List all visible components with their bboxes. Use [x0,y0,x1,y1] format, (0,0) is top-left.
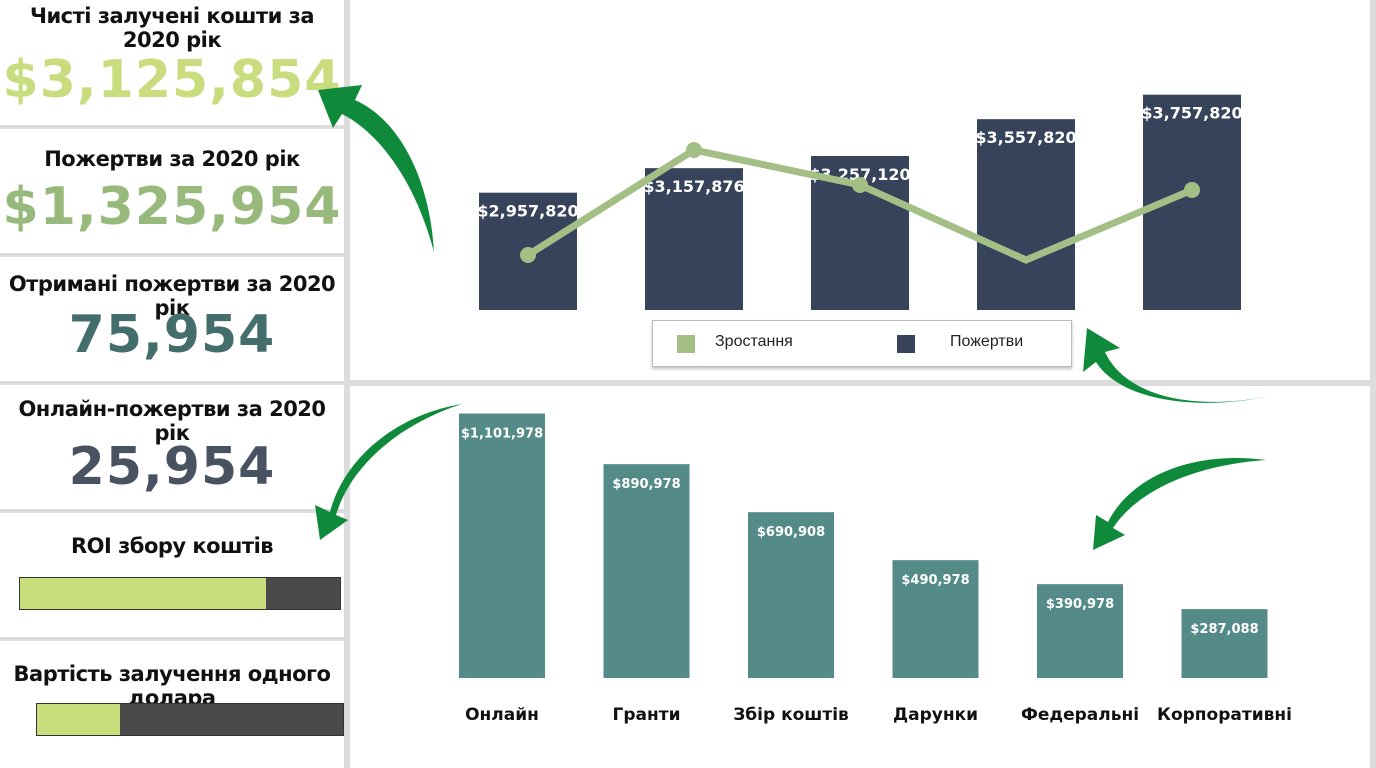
cost-progress-bar [36,703,344,736]
category-label: Онлайн [465,705,539,725]
legend-label-growth: Зростання [715,333,793,350]
kpi-label: Отримані пожертви за 2020 рік [8,272,336,320]
top-chart-legend: Зростання Пожертви [652,320,1072,367]
cost-progress-fill [37,704,120,735]
bar-value-label: $287,088 [1190,622,1258,637]
category-label: Корпоративні [1157,705,1292,725]
bar-value-label: $1,101,978 [461,427,543,442]
legend-swatch-donations [897,335,915,353]
bar-source [1181,609,1268,678]
kpi-panel-donations: Пожертви за 2020 рік $1,325,954 [0,129,344,253]
kpi-panel-online: Онлайн-пожертви за 2020 рік 25,954 [0,385,344,509]
bar-value-label: $3,157,876 [643,177,744,196]
kpi-value: 25,954 [68,437,276,497]
kpi-panel-cost: Вартість залучення одного долара [0,641,344,768]
legend-swatch-growth [677,335,695,353]
bar-value-label: $890,978 [612,477,680,492]
growth-point [1184,182,1200,198]
bar-value-label: $690,908 [757,525,825,540]
bar-source [1037,584,1123,678]
kpi-label: ROI збору коштів [70,534,274,558]
kpi-panel-net-funds: Чисті залучені кошти за 2020 рік $3,125,… [0,0,344,125]
category-label: Дарунки [893,705,978,725]
bar-value-label: $490,978 [901,573,969,588]
bar-value-label: $390,978 [1046,597,1114,612]
category-label: Гранти [613,705,681,725]
kpi-panel-received: Отримані пожертви за 2020 рік 75,954 [0,257,344,381]
bar-source [459,413,545,678]
kpi-panel-roi: ROI збору коштів [0,513,344,637]
category-label: Федеральні [1021,705,1139,725]
bar-source [892,560,979,678]
bar-value-label: $3,757,820 [1141,104,1242,123]
bar-source [603,464,690,678]
growth-point [686,142,702,158]
bar-value-label: $2,957,820 [477,202,578,221]
roi-progress-fill [20,578,267,609]
legend-label-donations: Пожертви [950,333,1024,350]
growth-point [852,177,868,193]
bar-source [748,512,834,678]
kpi-label: Чисті залучені кошти за 2020 рік [30,4,315,52]
kpi-value: $3,125,854 [2,50,342,110]
kpi-label: Пожертви за 2020 рік [44,147,300,171]
category-label: Збір коштів [733,705,849,725]
kpi-value: 75,954 [68,305,276,365]
bar-value-label: $3,557,820 [975,128,1076,147]
bar-donations [645,168,743,310]
bar-donations [977,119,1075,310]
roi-progress-bar [19,577,341,610]
kpi-value: $1,325,954 [2,177,342,237]
growth-point [520,247,536,263]
kpi-label: Онлайн-пожертви за 2020 рік [18,397,326,445]
